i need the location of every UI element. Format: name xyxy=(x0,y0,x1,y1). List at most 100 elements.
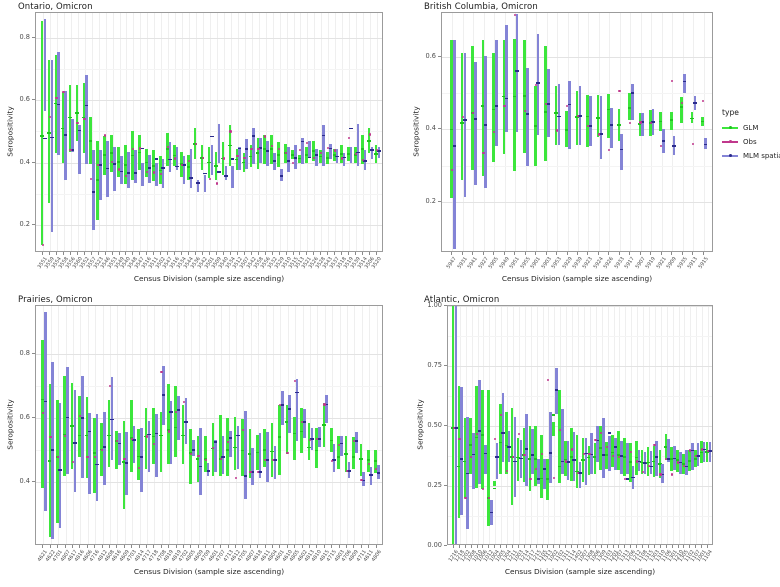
point-obs xyxy=(278,147,281,150)
point-obs xyxy=(628,122,632,125)
x-tick-mark xyxy=(665,545,667,548)
point-obs xyxy=(541,452,544,455)
point-obs xyxy=(555,129,558,132)
x-tick-mark xyxy=(271,252,273,255)
point-obs xyxy=(145,170,149,174)
gridline-v xyxy=(124,306,126,544)
point-glm xyxy=(214,164,218,167)
interval-bar-mlm-spatial xyxy=(620,440,623,474)
legend-key-icon xyxy=(722,137,738,146)
x-tick-mark xyxy=(559,545,561,548)
point-obs xyxy=(688,449,692,452)
point-obs xyxy=(229,130,232,133)
point-obs xyxy=(700,448,703,451)
interval-bar-mlm-spatial xyxy=(578,461,582,489)
point-obs xyxy=(62,91,65,94)
x-tick-mark xyxy=(482,252,484,255)
point-obs xyxy=(271,459,274,462)
gridline-v xyxy=(598,13,600,251)
gridline-v xyxy=(524,306,526,544)
point-glm xyxy=(564,129,569,131)
legend-item-glm[interactable]: GLM xyxy=(722,122,780,133)
x-tick-mark xyxy=(146,545,148,548)
point-glm xyxy=(457,465,461,468)
point-obs xyxy=(641,470,644,474)
gridline-v xyxy=(504,13,506,251)
x-tick-mark xyxy=(334,252,336,255)
gridline-v xyxy=(369,306,371,544)
interval-bar-mlm-spatial xyxy=(88,413,92,495)
point-mlm-spatial xyxy=(182,164,186,166)
point-obs xyxy=(566,104,569,107)
point-obs xyxy=(278,404,282,407)
point-obs xyxy=(618,455,621,458)
point-glm xyxy=(248,453,252,455)
interval-bar-glm xyxy=(540,435,543,498)
point-obs xyxy=(330,460,333,463)
x-tick-mark xyxy=(174,252,176,255)
point-obs xyxy=(587,124,590,128)
interval-bar-glm xyxy=(307,422,311,460)
x-tick-mark xyxy=(695,545,697,548)
interval-bar-mlm-spatial xyxy=(472,432,475,489)
point-glm xyxy=(61,127,65,130)
point-obs xyxy=(236,154,239,158)
gridline-v xyxy=(50,306,52,544)
x-tick-mark xyxy=(677,545,679,548)
interval-bar-mlm-spatial xyxy=(584,437,588,485)
point-glm xyxy=(130,154,135,157)
legend-item-mlm-spatial[interactable]: MLM spatial xyxy=(722,150,780,161)
gridline-v xyxy=(489,306,491,544)
gridline-v xyxy=(235,306,237,544)
x-tick-mark xyxy=(331,545,333,548)
interval-bar-mlm-spatial xyxy=(568,81,571,150)
interval-bar-glm xyxy=(575,435,579,488)
point-obs xyxy=(340,157,344,160)
interval-bar-mlm-spatial xyxy=(505,24,508,133)
point-obs xyxy=(138,466,141,469)
gridline-v xyxy=(287,306,289,544)
point-glm xyxy=(68,116,72,119)
gridline-v xyxy=(654,306,656,544)
interval-bar-mlm-spatial xyxy=(236,426,240,470)
gridline-h xyxy=(448,426,712,427)
point-glm xyxy=(165,148,170,150)
point-mlm-spatial xyxy=(557,115,561,118)
point-obs xyxy=(482,487,485,490)
interval-bar-mlm-spatial xyxy=(44,311,47,512)
point-mlm-spatial xyxy=(495,455,499,458)
gridline-h-minor xyxy=(442,165,712,167)
point-mlm-spatial xyxy=(501,431,505,434)
x-tick-mark xyxy=(341,252,343,255)
point-mlm-spatial xyxy=(607,432,612,434)
interval-bar-glm xyxy=(451,306,455,544)
point-mlm-spatial xyxy=(682,80,687,83)
x-tick-mark xyxy=(512,545,514,548)
gridline-v xyxy=(132,306,134,544)
x-tick-mark xyxy=(702,252,704,255)
x-axis-title-prairies: Census Division (sample size ascending) xyxy=(133,567,285,576)
interval-bar-glm xyxy=(63,376,66,477)
interval-bar-glm xyxy=(611,435,614,467)
x-tick-mark xyxy=(76,252,78,255)
interval-bar-mlm-spatial xyxy=(308,140,311,158)
point-glm xyxy=(96,178,100,181)
gridline-v xyxy=(110,306,112,544)
x-tick-mark xyxy=(257,545,259,548)
point-obs xyxy=(534,83,537,87)
interval-bar-mlm-spatial xyxy=(536,34,540,135)
interval-bar-glm xyxy=(504,411,508,474)
point-mlm-spatial xyxy=(484,124,488,126)
x-tick-mark xyxy=(132,252,134,255)
point-glm xyxy=(675,459,680,461)
point-glm xyxy=(172,154,176,157)
x-tick-mark xyxy=(294,545,296,548)
legend-item-obs[interactable]: Obs xyxy=(722,136,780,147)
point-glm xyxy=(325,157,330,159)
interval-bar-glm xyxy=(471,46,474,171)
interval-bar-glm xyxy=(690,111,694,123)
interval-bar-glm xyxy=(115,430,118,470)
interval-bar-mlm-spatial xyxy=(92,150,95,230)
point-mlm-spatial xyxy=(139,456,144,458)
interval-bar-mlm-spatial xyxy=(229,430,232,458)
